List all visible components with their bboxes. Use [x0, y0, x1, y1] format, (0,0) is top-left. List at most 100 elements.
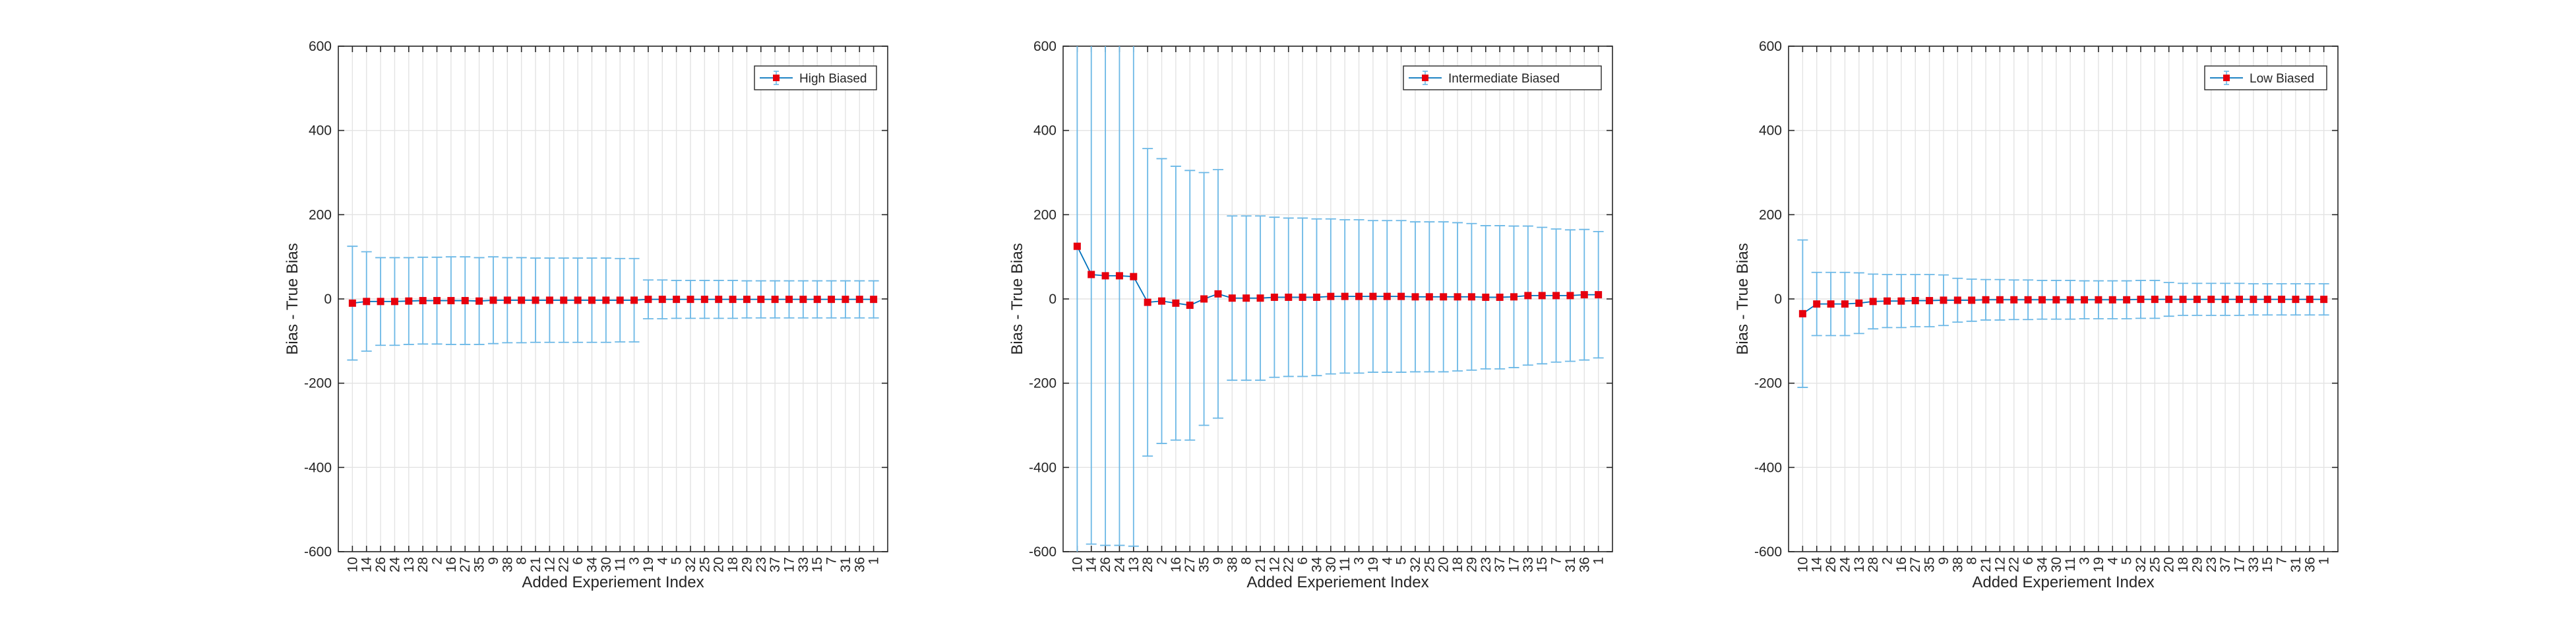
data-point	[700, 296, 708, 304]
data-point	[1101, 272, 1109, 280]
data-point	[1440, 293, 1448, 301]
legend-label: Intermediate Biased	[1448, 72, 1560, 86]
y-tick-label: 600	[1033, 39, 1057, 54]
x-tick-label: 15	[810, 557, 825, 572]
data-point	[1454, 293, 1461, 301]
data-point	[1566, 292, 1574, 300]
data-point	[2320, 296, 2328, 304]
data-point	[2250, 296, 2257, 304]
x-tick-label: 12	[1992, 557, 2008, 572]
data-point	[1953, 296, 1961, 304]
data-point	[2207, 296, 2215, 304]
data-point	[687, 296, 694, 304]
data-point	[1369, 292, 1377, 300]
x-tick-label: 28	[1140, 557, 1155, 572]
x-tick-label: 2	[1155, 557, 1170, 565]
x-tick-label: 21	[1978, 557, 1994, 572]
x-tick-label: 35	[1922, 557, 1938, 572]
series-high-biased	[347, 245, 879, 361]
plot-low-biased: -600-400-2000200400600101426241328216273…	[1734, 39, 2339, 591]
x-tick-label: 31	[1563, 557, 1578, 572]
x-tick-label: 6	[570, 557, 586, 565]
x-tick-label: 5	[1394, 557, 1409, 565]
x-tick-label: 18	[1450, 557, 1465, 572]
y-tick-label: 600	[1759, 39, 1782, 54]
x-tick-label: 15	[2260, 557, 2275, 572]
data-point	[1158, 297, 1166, 305]
data-point	[2052, 296, 2060, 304]
data-point	[377, 298, 384, 306]
x-tick-label: 7	[2275, 557, 2290, 565]
data-point	[1911, 297, 1919, 305]
x-tick-label: 36	[2302, 557, 2317, 572]
legend: Low Biased	[2204, 65, 2327, 90]
x-tick-label: 26	[1098, 557, 1113, 572]
x-tick-label: 37	[768, 557, 783, 572]
data-point	[1798, 310, 1806, 317]
data-point	[1827, 300, 1835, 308]
data-point	[1327, 292, 1335, 300]
data-point	[1130, 273, 1138, 280]
x-tick-label: 13	[1126, 557, 1142, 572]
data-point	[799, 296, 807, 304]
data-point	[1115, 272, 1123, 280]
x-tick-label: 32	[1408, 557, 1423, 572]
x-axis-label: Added Experiement Index	[1246, 573, 1428, 591]
y-tick-label: -400	[1029, 460, 1057, 475]
x-tick-label: 27	[1182, 557, 1198, 572]
x-tick-label: 34	[2035, 557, 2050, 573]
y-tick-label: -200	[304, 376, 332, 391]
data-point	[2278, 296, 2286, 304]
x-tick-label: 20	[1436, 557, 1452, 572]
x-tick-label: 12	[542, 557, 557, 572]
y-tick-label: -600	[304, 544, 332, 560]
data-point	[1467, 293, 1475, 301]
x-tick-label: 35	[472, 557, 487, 572]
data-point	[1996, 296, 2004, 304]
data-point	[1144, 298, 1151, 306]
data-point	[574, 296, 582, 304]
x-tick-label: 32	[2133, 557, 2149, 572]
plot-intermediate-biased: -600-400-2000200400600101426241328216273…	[1008, 39, 1613, 591]
x-tick-label: 31	[838, 557, 853, 572]
y-tick-label: 200	[1033, 207, 1057, 222]
x-tick-label: 32	[683, 557, 698, 572]
data-point	[1510, 293, 1518, 301]
x-tick-label: 16	[1894, 557, 1909, 572]
x-axis-label: Added Experiement Index	[1972, 573, 2154, 591]
x-tick-label: 21	[528, 557, 543, 572]
x-tick-label: 38	[500, 557, 515, 572]
data-point	[644, 296, 652, 304]
data-point	[390, 298, 398, 306]
x-tick-label: 4	[655, 557, 670, 565]
legend-marker	[773, 75, 780, 81]
data-point	[2151, 296, 2159, 304]
x-tick-label: 31	[2288, 557, 2304, 572]
x-tick-label: 34	[1309, 557, 1324, 573]
y-tick-label: -200	[1029, 376, 1057, 391]
x-tick-label: 3	[627, 557, 642, 565]
x-tick-label: 2	[1880, 557, 1895, 565]
x-tick-label: 37	[2218, 557, 2233, 572]
x-tick-label: 30	[1324, 557, 1339, 572]
x-tick-label: 19	[2091, 557, 2106, 572]
y-tick-label: -400	[1754, 460, 1782, 475]
data-point	[461, 297, 469, 305]
y-tick-label: -600	[1754, 544, 1782, 560]
x-tick-label: 30	[2049, 557, 2064, 572]
x-tick-label: 25	[697, 557, 712, 572]
x-tick-label: 7	[824, 557, 840, 565]
data-point	[1524, 292, 1532, 300]
x-tick-label: 33	[1521, 557, 1536, 572]
x-tick-label: 20	[2162, 557, 2177, 572]
x-tick-label: 28	[415, 557, 431, 572]
y-tick-label: 600	[309, 39, 332, 54]
data-point	[588, 296, 596, 304]
y-tick-label: 400	[1033, 123, 1057, 139]
data-point	[1186, 302, 1194, 310]
data-point	[2179, 296, 2187, 304]
data-point	[2193, 296, 2201, 304]
data-point	[1312, 293, 1320, 301]
x-tick-label: 6	[1295, 557, 1310, 565]
x-tick-label: 21	[1253, 557, 1268, 572]
